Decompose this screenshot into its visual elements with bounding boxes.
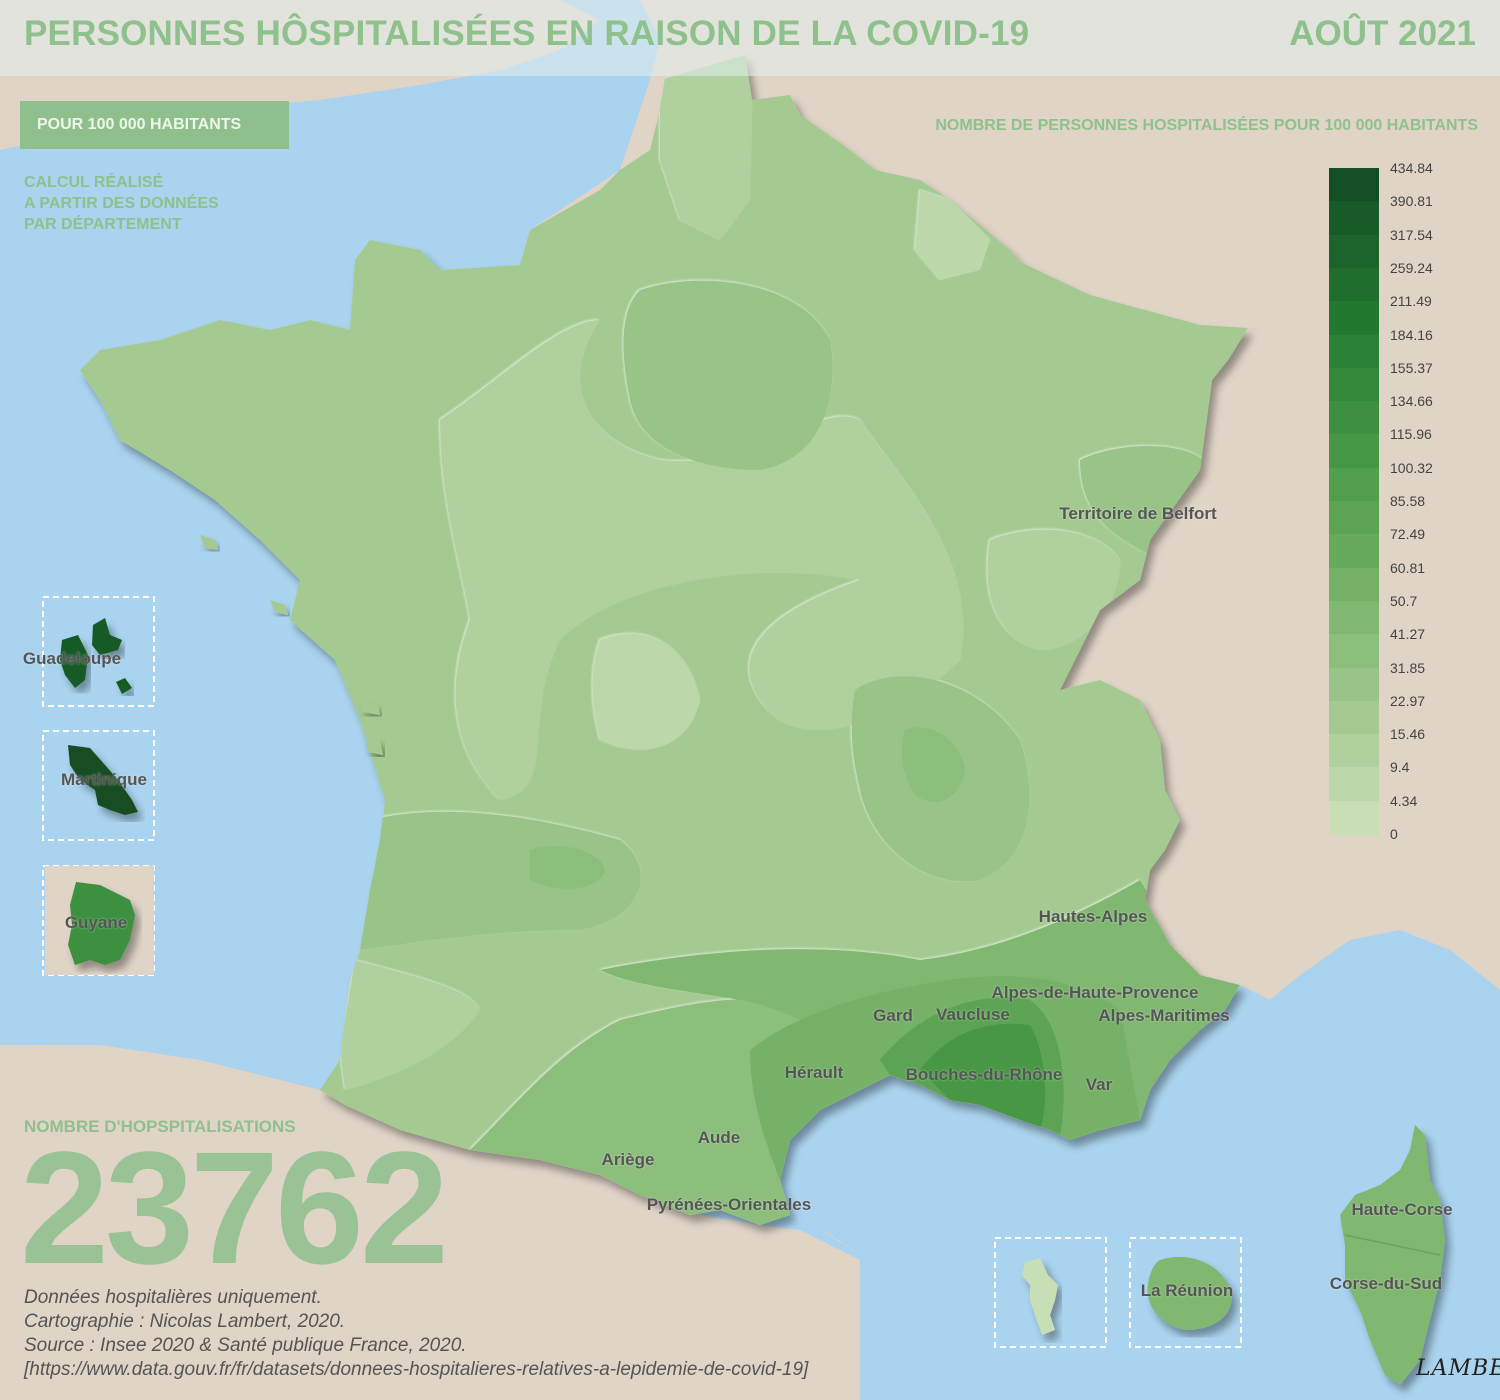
inset-martinique — [42, 730, 155, 841]
legend-color-box — [1329, 168, 1379, 202]
legend-color-box — [1329, 767, 1379, 802]
legend-break-label: 0 — [1390, 826, 1398, 842]
label-martinique: Martinique — [61, 770, 147, 789]
legend-color-box — [1329, 700, 1379, 735]
hospitalisations-label: NOMBRE D'HOPSPITALISATIONS — [24, 1117, 296, 1136]
calculation-note-line: CALCUL RÉALISÉ — [24, 174, 164, 191]
legend-break-label: 9.4 — [1390, 759, 1410, 776]
legend-break-label: 100.32 — [1390, 459, 1433, 476]
calculation-note-line: PAR DÉPARTEMENT — [24, 216, 182, 233]
source-line: Cartographie : Nicolas Lambert, 2020. — [24, 1311, 346, 1332]
calculation-note-line: A PARTIR DES DONNÉES — [24, 195, 219, 212]
legend-color-box — [1329, 734, 1379, 769]
legend-break-label: 317.54 — [1390, 226, 1433, 243]
map-date: AOÛT 2021 — [1289, 14, 1476, 53]
inset-reunion — [1129, 1237, 1242, 1348]
legend-color-box — [1329, 534, 1379, 569]
label-la-reunion: La Réunion — [1140, 1281, 1234, 1300]
label-territoire-de-belfort: Territoire de Belfort — [1059, 504, 1217, 523]
legend-break-label: 31.85 — [1390, 659, 1426, 676]
label-pyrenees-orientales: Pyrénées-Orientales — [646, 1195, 812, 1214]
legend-color-box — [1329, 434, 1379, 469]
legend-color-box — [1329, 667, 1379, 702]
hospitalisations-count: 23762 — [20, 1118, 449, 1297]
tab-per-100k[interactable]: POUR 100 000 HABITANTS — [20, 101, 289, 149]
legend-break-label: 390.81 — [1390, 193, 1433, 210]
legend-color-box — [1329, 201, 1379, 236]
legend-break-label: 4.34 — [1390, 792, 1418, 809]
legend-break-label: 72.49 — [1390, 526, 1426, 543]
source-link[interactable]: [https://www.data.gouv.fr/fr/datasets/do… — [24, 1359, 809, 1380]
label-alpes-de-haute-provence: Alpes-de-Haute-Provence — [991, 983, 1199, 1002]
label-alpes-maritimes: Alpes-Maritimes — [1098, 1006, 1230, 1025]
label-guyane: Guyane — [64, 913, 128, 932]
calculation-note: CALCUL RÉALISÉ A PARTIR DES DONNÉES PAR … — [24, 172, 219, 235]
inset-guadeloupe — [42, 596, 155, 707]
label-guadeloupe: Guadeloupe — [22, 649, 122, 668]
label-aude: Aude — [697, 1128, 741, 1147]
source-notes: Données hospitalières uniquement. Cartog… — [24, 1286, 808, 1382]
title-bar — [0, 0, 1500, 76]
page-title: PERSONNES HÔSPITALISÉES EN RAISON DE LA … — [24, 14, 1030, 53]
legend-break-label: 60.81 — [1390, 559, 1426, 576]
legend-break-label: 134.66 — [1390, 393, 1433, 410]
legend-color-box — [1329, 334, 1379, 369]
label-ariege: Ariège — [601, 1150, 655, 1169]
legend-break-label: 434.84 — [1390, 160, 1433, 176]
label-vaucluse: Vaucluse — [936, 1005, 1010, 1024]
legend-break-label: 22.97 — [1390, 692, 1426, 709]
legend-color-box — [1329, 234, 1379, 269]
legend-break-label: 211.49 — [1390, 293, 1432, 310]
legend-color-box — [1329, 301, 1379, 336]
source-line: Données hospitalières uniquement. — [24, 1287, 322, 1308]
author-signature: LAMBERT — [1416, 1356, 1500, 1381]
legend-break-label: 155.37 — [1390, 359, 1433, 376]
legend-color-box — [1329, 401, 1379, 436]
label-var: Var — [1085, 1075, 1113, 1094]
inset-guyane — [42, 865, 155, 976]
legend-break-label: 15.46 — [1390, 726, 1426, 743]
legend-break-label: 50.7 — [1390, 592, 1418, 609]
legend-break-label: 115.96 — [1390, 426, 1432, 443]
source-line: Source : Insee 2020 & Santé publique Fra… — [24, 1335, 467, 1356]
legend-color-box — [1329, 600, 1379, 635]
label-corse-du-sud: Corse-du-Sud — [1329, 1274, 1443, 1293]
label-gard: Gard — [873, 1006, 913, 1025]
label-hautes-alpes: Hautes-Alpes — [1038, 907, 1148, 926]
legend-color-box — [1329, 634, 1379, 669]
legend-break-label: 85.58 — [1390, 493, 1426, 509]
legend-color-box — [1329, 267, 1379, 302]
label-haute-corse: Haute-Corse — [1351, 1200, 1453, 1219]
legend-title: NOMBRE DE PERSONNES HOSPITALISÉES POUR 1… — [935, 117, 1478, 134]
legend-color-box — [1329, 567, 1379, 602]
legend-color-box — [1329, 467, 1379, 502]
legend-break-label: 41.27 — [1390, 626, 1426, 643]
legend-color-box — [1329, 800, 1379, 835]
legend-color-box — [1329, 501, 1379, 535]
label-herault: Hérault — [784, 1063, 844, 1082]
label-bouches-du-rhone: Bouches-du-Rhône — [905, 1065, 1063, 1084]
legend-color-box — [1329, 367, 1379, 402]
legend-break-label: 184.16 — [1390, 326, 1433, 343]
legend-break-label: 259.24 — [1390, 259, 1433, 276]
inset-mayotte — [994, 1237, 1107, 1348]
